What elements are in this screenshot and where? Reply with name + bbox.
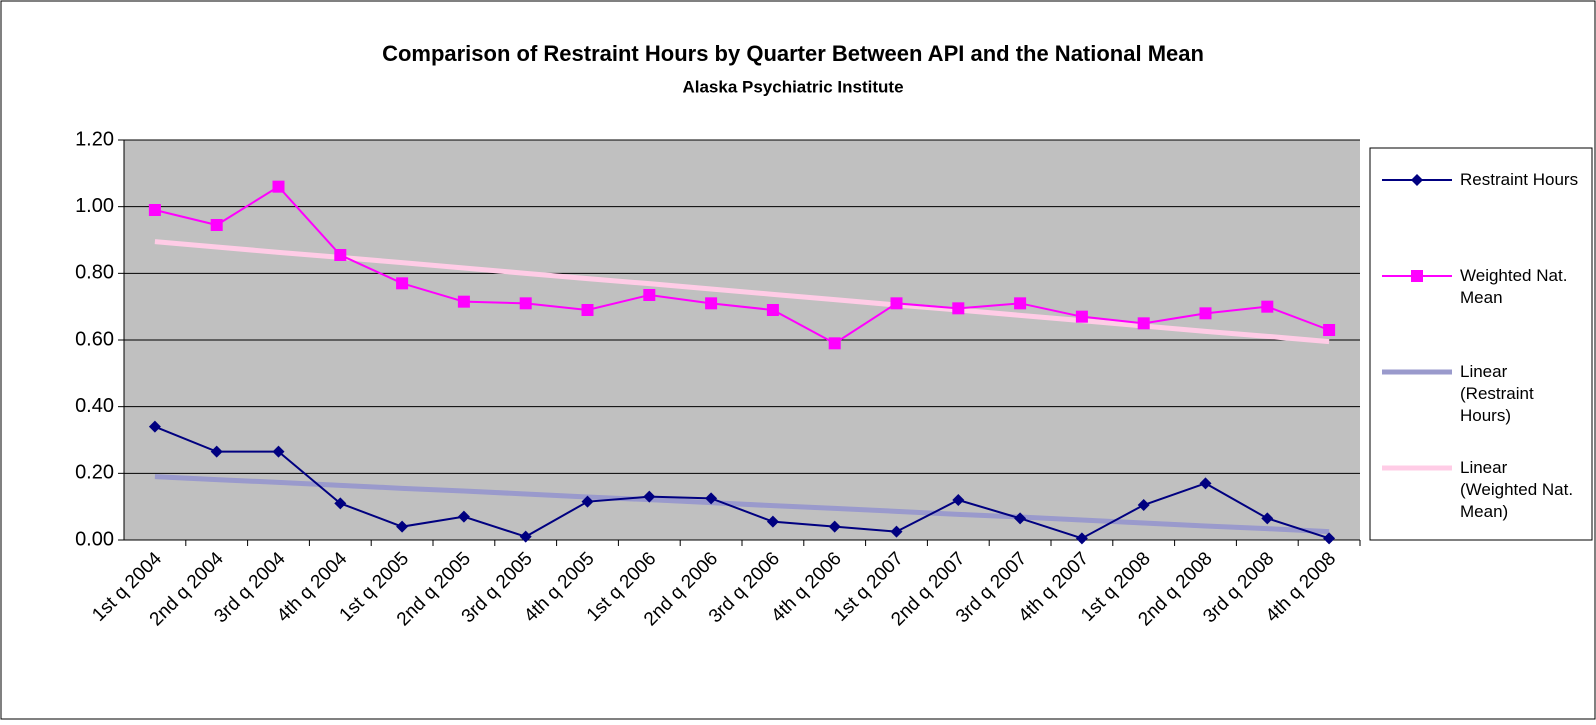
marker (766, 515, 779, 528)
y-tick-label: 0.60 (75, 328, 114, 350)
y-tick-label: 0.80 (75, 262, 114, 284)
legend-label: Weighted Nat. Mean (1460, 266, 1568, 307)
legend-item: Linear (Weighted Nat. Mean) (1460, 458, 1574, 521)
y-tick-label: 1.20 (75, 128, 114, 150)
legend-item: Weighted Nat. Mean (1460, 266, 1568, 307)
y-tick-label: 0.00 (75, 528, 114, 550)
marker (828, 337, 841, 350)
legend-marker (1411, 270, 1423, 282)
marker (148, 420, 161, 433)
marker (1199, 477, 1212, 490)
legend-box (1369, 147, 1593, 541)
marker (581, 495, 594, 508)
marker (457, 295, 470, 308)
marker (766, 304, 779, 316)
marker (1014, 512, 1027, 525)
marker (890, 525, 903, 538)
trend-line (154, 474, 1330, 535)
marker (334, 497, 347, 510)
marker (272, 445, 285, 458)
marker (519, 530, 532, 543)
marker (396, 520, 409, 533)
marker (1261, 300, 1274, 313)
marker (643, 289, 656, 301)
legend-marker (1411, 174, 1423, 186)
marker (1199, 307, 1212, 320)
marker (1323, 532, 1336, 545)
marker (1323, 324, 1336, 336)
marker (581, 304, 594, 316)
marker (890, 297, 903, 310)
legend-label: Restraint Hours (1460, 170, 1579, 189)
marker (1075, 532, 1088, 545)
marker (643, 490, 656, 503)
series-line (154, 185, 1330, 345)
marker (705, 297, 718, 310)
marker (1014, 297, 1027, 310)
y-tick-label: 0.40 (75, 395, 114, 417)
chart-subtitle: Alaska Psychiatric Institute (682, 77, 903, 96)
marker (828, 520, 841, 533)
marker (952, 494, 965, 506)
marker (396, 277, 409, 290)
marker (272, 180, 285, 193)
marker (210, 445, 223, 458)
marker (457, 510, 470, 523)
chart-title: Comparison of Restraint Hours by Quarter… (382, 41, 1204, 66)
legend-item: Linear (Restraint Hours) (1460, 362, 1534, 425)
marker (1261, 512, 1274, 525)
marker (1137, 499, 1150, 511)
series-line (154, 425, 1330, 540)
marker (952, 302, 965, 315)
marker (1075, 310, 1088, 323)
marker (210, 219, 223, 231)
y-tick-label: 1.00 (75, 195, 114, 217)
marker (519, 297, 532, 310)
legend-label: Linear (Weighted Nat. Mean) (1460, 458, 1574, 521)
legend-item: Restraint Hours (1460, 170, 1579, 189)
marker (705, 492, 718, 505)
marker (1137, 317, 1150, 330)
marker (148, 204, 161, 216)
legend-label: Linear (Restraint Hours) (1460, 362, 1534, 425)
y-tick-label: 0.20 (75, 462, 114, 484)
marker (334, 249, 347, 261)
trend-line (154, 239, 1330, 345)
